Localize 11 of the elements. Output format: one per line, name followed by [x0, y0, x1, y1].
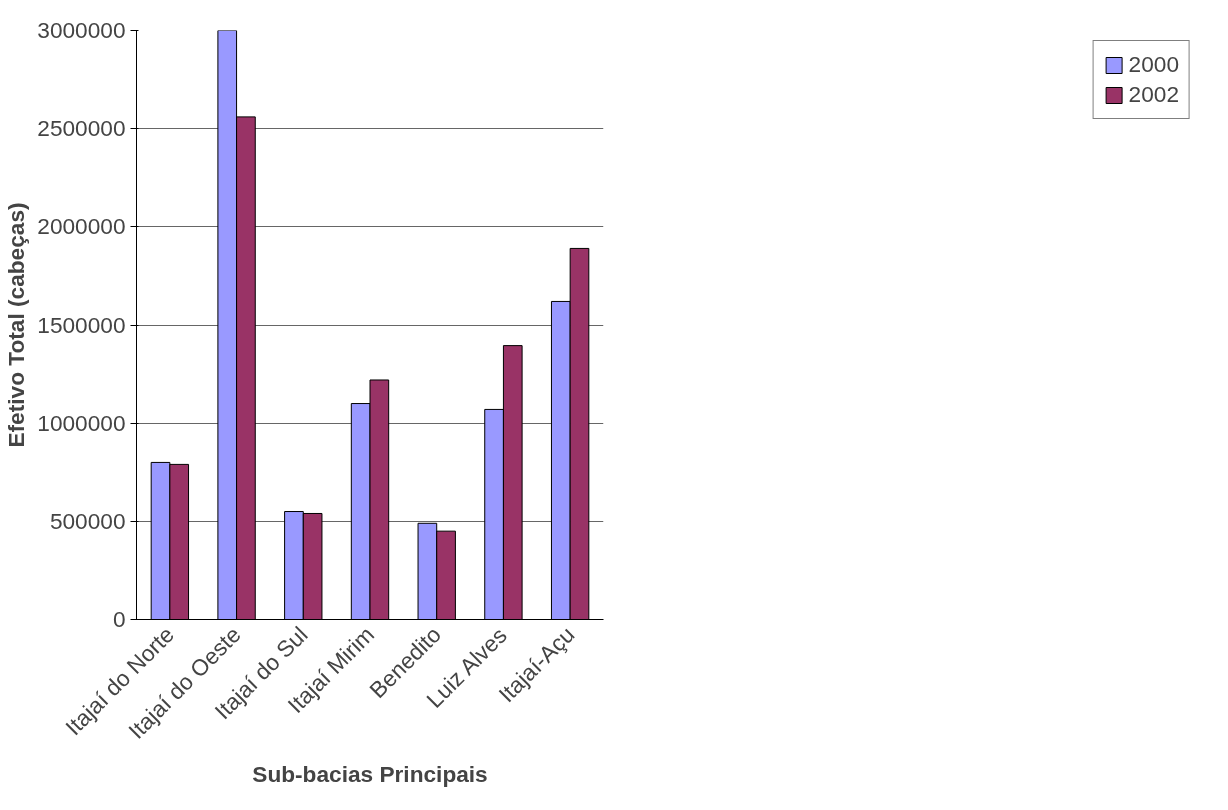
- x-axis-title: Sub-bacias Principais: [252, 761, 488, 788]
- y-tick-label: 2500000: [37, 115, 126, 142]
- legend-label: 2002: [1128, 81, 1179, 108]
- legend-label: 2000: [1128, 51, 1179, 78]
- y-tick-label: 3000000: [37, 17, 126, 43]
- y-tick-label: 1000000: [37, 409, 126, 436]
- y-tick-label: 1500000: [37, 311, 126, 338]
- y-tick-label: 2000000: [37, 213, 126, 240]
- y-axis-title: Efetivo Total (cabeças): [3, 202, 30, 448]
- y-tick-label: 0: [112, 606, 126, 632]
- y-tick-label: 500000: [49, 507, 126, 534]
